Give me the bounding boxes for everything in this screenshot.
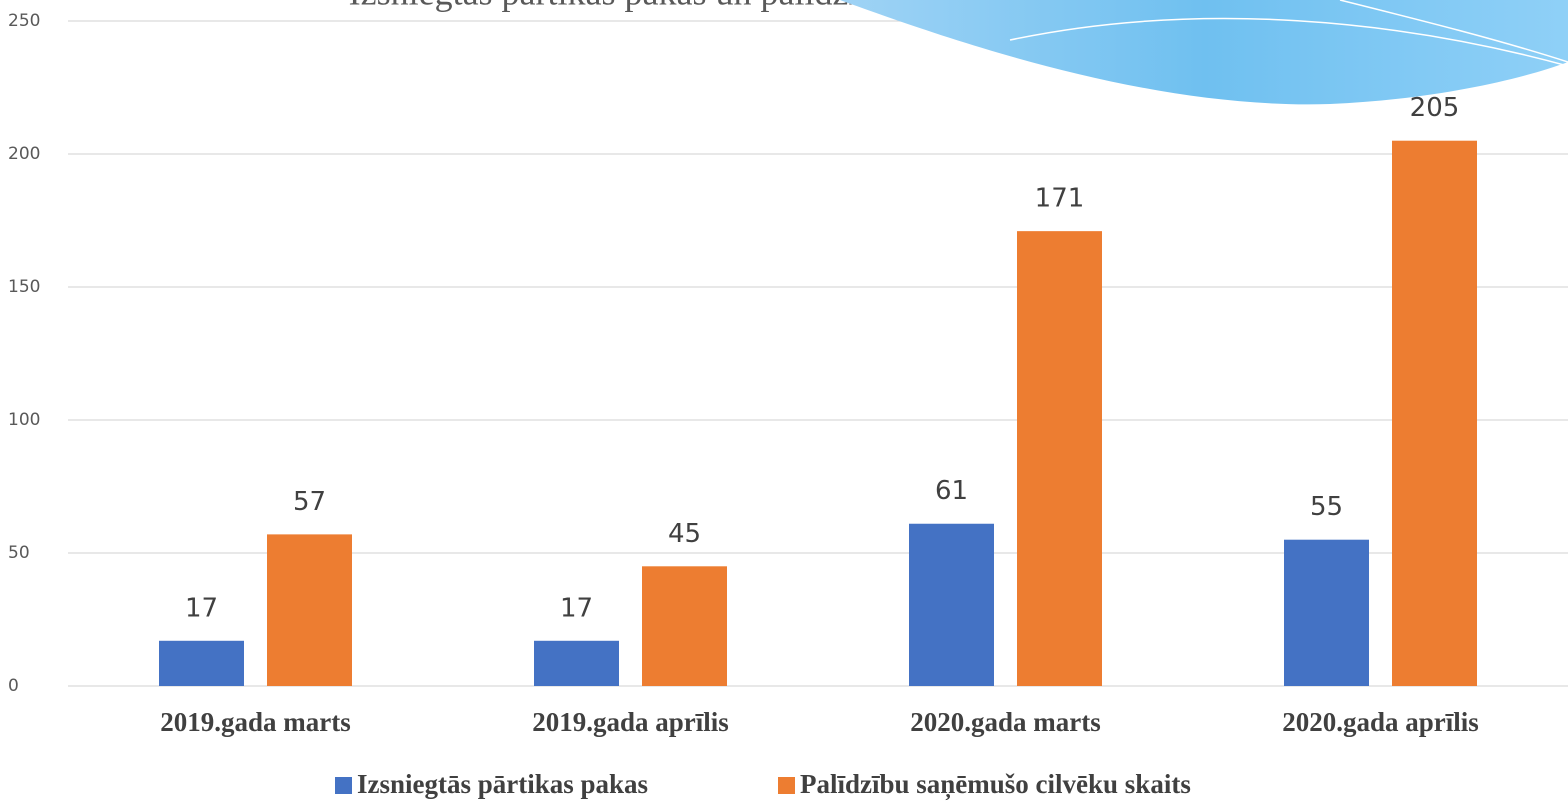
legend-label: Palīdzību saņēmušo cilvēku skaits <box>800 769 1191 801</box>
decoration-line <box>1339 0 1568 63</box>
bar <box>909 523 994 686</box>
x-tick-label: 2020.gada aprīlis <box>1282 707 1479 737</box>
y-tick-label: 100 <box>8 410 40 430</box>
decoration <box>840 0 1568 105</box>
bar <box>1017 231 1102 686</box>
decoration-line <box>1009 17 1568 67</box>
value-label: 57 <box>293 487 326 517</box>
legend-swatch <box>335 777 352 794</box>
value-label: 45 <box>668 519 701 549</box>
bar <box>267 534 352 686</box>
bar <box>1392 140 1477 686</box>
bar <box>159 640 244 686</box>
bar <box>534 640 619 686</box>
bar <box>1284 539 1369 686</box>
y-tick-label: 0 <box>8 676 19 696</box>
y-tick-label: 250 <box>8 11 40 31</box>
value-label: 205 <box>1410 93 1460 123</box>
y-tick-label: 200 <box>8 144 40 164</box>
y-tick-label: 150 <box>8 277 40 297</box>
x-tick-label: 2019.gada aprīlis <box>532 707 729 737</box>
legend-label: Izsniegtās pārtikas pakas <box>357 769 648 799</box>
value-label: 171 <box>1035 184 1085 214</box>
x-tick-label: 2019.gada marts <box>160 707 351 737</box>
value-label: 17 <box>185 593 218 623</box>
y-tick-label: 50 <box>8 543 30 563</box>
x-tick-label: 2020.gada marts <box>910 707 1101 737</box>
value-label: 17 <box>560 593 593 623</box>
legend-swatch <box>778 777 795 794</box>
value-label: 61 <box>935 476 968 506</box>
bar <box>642 566 727 686</box>
value-label: 55 <box>1310 492 1343 522</box>
